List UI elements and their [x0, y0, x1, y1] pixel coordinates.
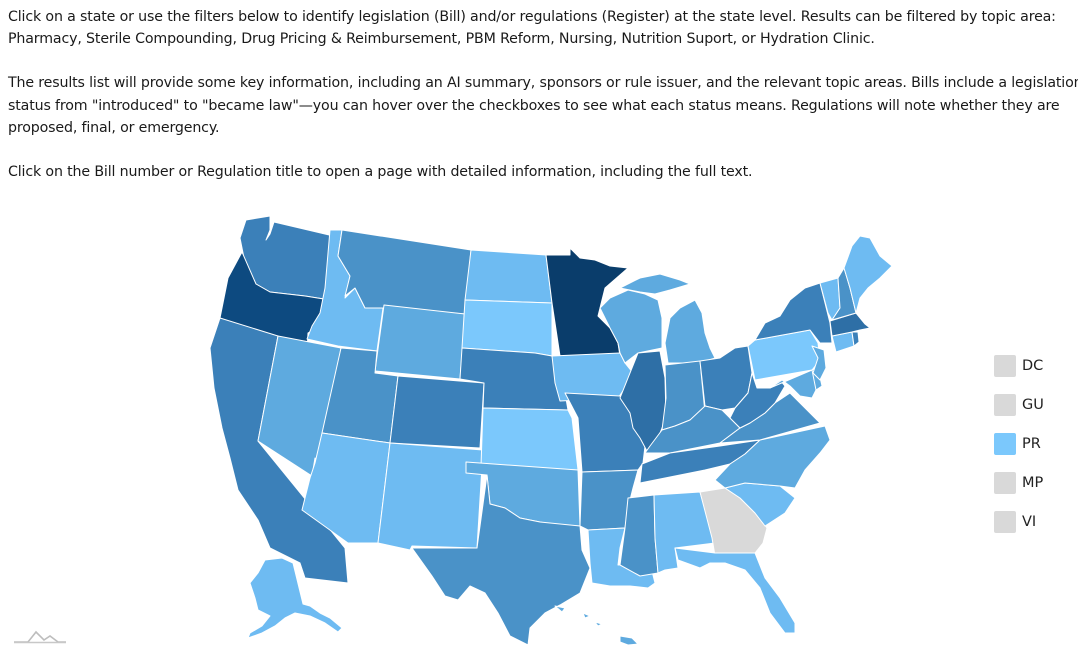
intro-p2-line3: proposed, final, or emergency. — [8, 119, 220, 136]
state-ak[interactable] — [247, 557, 343, 639]
legend-swatch — [994, 394, 1016, 416]
state-ri[interactable] — [851, 331, 860, 347]
legend-item-gu[interactable]: GU — [994, 394, 1044, 416]
intro-paragraph-2: The results list will provide some key i… — [8, 72, 1078, 139]
intro-paragraph-1: Click on a state or use the filters belo… — [8, 6, 1078, 50]
state-ma[interactable] — [829, 312, 871, 337]
state-hi[interactable] — [554, 605, 639, 645]
state-ks[interactable] — [480, 407, 579, 471]
legend-label: VI — [1022, 514, 1037, 530]
state-me[interactable] — [843, 235, 893, 314]
legend-label: PR — [1022, 436, 1041, 452]
territory-legend: DC GU PR MP VI — [994, 355, 1044, 550]
state-fl[interactable] — [674, 547, 796, 634]
us-state-map — [200, 208, 960, 645]
legend-label: DC — [1022, 358, 1044, 374]
intro-text: Click on a state or use the filters belo… — [8, 6, 1078, 183]
state-nm[interactable] — [377, 442, 484, 551]
legend-item-pr[interactable]: PR — [994, 433, 1044, 455]
state-wy[interactable] — [374, 304, 466, 380]
legend-item-mp[interactable]: MP — [994, 472, 1044, 494]
state-ky[interactable] — [644, 405, 741, 454]
intro-p2-line1: The results list will provide some key i… — [8, 75, 1078, 92]
state-nd[interactable] — [464, 249, 553, 304]
legend-swatch — [994, 433, 1016, 455]
intro-p1-line1: Click on a state or use the filters belo… — [8, 9, 1056, 25]
state-sd[interactable] — [461, 299, 553, 357]
legend-swatch — [994, 472, 1016, 494]
chart-library-logo-icon[interactable] — [12, 628, 68, 644]
intro-paragraph-3: Click on the Bill number or Regulation t… — [8, 161, 1078, 183]
state-co[interactable] — [389, 375, 485, 449]
state-ia[interactable] — [551, 352, 634, 402]
intro-p2-line2: status from "introduced" to "became law"… — [8, 97, 1060, 114]
legend-label: MP — [1022, 475, 1044, 491]
legend-item-dc[interactable]: DC — [994, 355, 1044, 377]
state-tx[interactable] — [411, 474, 591, 645]
legend-label: GU — [1022, 397, 1044, 413]
legend-swatch — [994, 511, 1016, 533]
intro-p3-line1: Click on the Bill number or Regulation t… — [8, 164, 753, 181]
state-wv[interactable] — [729, 372, 786, 429]
state-nj[interactable] — [811, 345, 827, 381]
legend-swatch — [994, 355, 1016, 377]
intro-p1-line2: Pharmacy, Sterile Compounding, Drug Pric… — [8, 31, 875, 48]
legend-item-vi[interactable]: VI — [994, 511, 1044, 533]
